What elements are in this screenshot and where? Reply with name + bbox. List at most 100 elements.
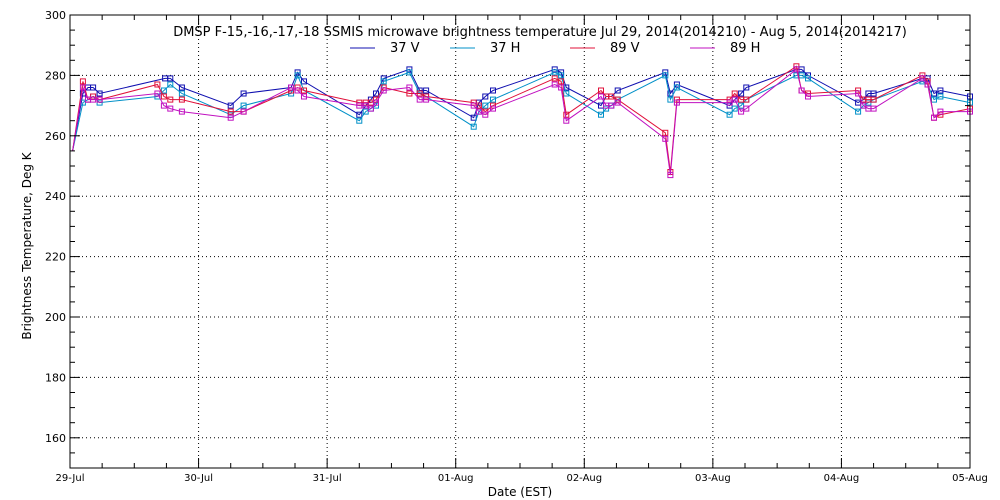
y-tick-label: 300 bbox=[45, 9, 66, 22]
data-point bbox=[870, 96, 877, 103]
data-point bbox=[178, 96, 185, 103]
data-point bbox=[870, 90, 877, 97]
data-point bbox=[470, 114, 477, 121]
data-point bbox=[667, 90, 674, 97]
data-point bbox=[931, 96, 937, 103]
x-tick-label: 02-Aug bbox=[566, 473, 602, 484]
data-point bbox=[380, 87, 387, 94]
data-point bbox=[662, 129, 669, 136]
series-group bbox=[72, 63, 973, 179]
data-point bbox=[423, 93, 430, 100]
data-point bbox=[79, 78, 86, 85]
data-point bbox=[406, 69, 413, 76]
series-37-v bbox=[72, 66, 973, 151]
data-point bbox=[301, 93, 307, 100]
data-point bbox=[563, 90, 570, 97]
data-point bbox=[167, 81, 174, 88]
data-point bbox=[673, 99, 680, 106]
series-line bbox=[72, 65, 971, 173]
series-line bbox=[72, 68, 971, 151]
legend-label: 37 V bbox=[390, 41, 420, 56]
data-point bbox=[558, 78, 565, 85]
x-axis-label: Date (EST) bbox=[488, 485, 552, 499]
data-point bbox=[551, 81, 558, 88]
data-point bbox=[482, 102, 489, 109]
y-tick-label: 180 bbox=[45, 371, 66, 384]
data-point bbox=[662, 135, 669, 142]
data-point bbox=[558, 84, 565, 91]
data-point bbox=[482, 93, 489, 100]
data-point bbox=[931, 114, 937, 121]
data-point bbox=[178, 90, 185, 97]
data-point bbox=[227, 108, 234, 115]
data-point bbox=[367, 105, 374, 112]
data-point bbox=[167, 105, 174, 112]
data-point bbox=[178, 84, 185, 91]
data-point bbox=[798, 72, 805, 79]
x-tick-label: 04-Aug bbox=[824, 473, 860, 484]
data-point bbox=[154, 90, 161, 97]
data-point bbox=[608, 102, 615, 109]
data-point bbox=[805, 93, 811, 100]
data-point bbox=[608, 93, 615, 100]
series-89-h bbox=[72, 66, 973, 179]
data-point bbox=[475, 108, 482, 115]
data-point bbox=[738, 90, 745, 97]
data-point bbox=[937, 108, 944, 115]
y-axis-label: Brightness Temperature, Deg K bbox=[20, 151, 34, 339]
data-point bbox=[240, 108, 247, 115]
data-point bbox=[870, 105, 877, 112]
y-tick-label: 200 bbox=[45, 311, 66, 324]
data-point bbox=[356, 102, 363, 109]
data-point bbox=[423, 96, 430, 103]
data-point bbox=[227, 114, 234, 121]
data-point bbox=[490, 105, 496, 112]
data-point bbox=[373, 90, 379, 97]
data-point bbox=[301, 78, 307, 85]
data-point bbox=[380, 78, 387, 85]
data-point bbox=[598, 111, 604, 118]
series-line bbox=[72, 71, 971, 152]
data-point bbox=[937, 93, 944, 100]
x-tick-label: 05-Aug bbox=[952, 473, 988, 484]
data-point bbox=[240, 102, 247, 109]
data-point bbox=[227, 102, 234, 109]
data-point bbox=[373, 99, 379, 106]
y-tick-label: 240 bbox=[45, 190, 66, 203]
data-point bbox=[743, 84, 750, 91]
series-line bbox=[72, 68, 970, 176]
data-point bbox=[96, 90, 103, 97]
data-point bbox=[598, 87, 604, 94]
y-tick-label: 260 bbox=[45, 130, 66, 143]
data-point bbox=[356, 111, 363, 118]
x-tick-label: 29-Jul bbox=[56, 473, 85, 484]
data-point bbox=[743, 96, 750, 103]
data-point bbox=[406, 84, 413, 91]
data-point bbox=[288, 84, 295, 91]
data-point bbox=[294, 87, 301, 94]
grid-lines bbox=[70, 15, 970, 468]
data-point bbox=[294, 72, 301, 79]
chart-title: DMSP F-15,-16,-17,-18 SSMIS microwave br… bbox=[173, 25, 907, 40]
y-tick-label: 160 bbox=[45, 432, 66, 445]
data-point bbox=[406, 90, 413, 97]
data-point bbox=[598, 93, 604, 100]
data-point bbox=[79, 84, 86, 91]
tick-labels: 160 180 200 220 240 260 280 300 29-Jul 30-Jul 31-J… bbox=[45, 9, 988, 484]
data-point bbox=[673, 84, 680, 91]
data-point bbox=[662, 72, 669, 79]
data-point bbox=[490, 87, 496, 94]
data-point bbox=[855, 90, 862, 97]
series-37-h bbox=[72, 69, 973, 152]
data-point bbox=[743, 105, 750, 112]
data-point bbox=[924, 81, 931, 88]
y-tick-label: 280 bbox=[45, 69, 66, 82]
data-point bbox=[167, 75, 174, 82]
data-point bbox=[167, 96, 174, 103]
legend-label: 37 H bbox=[490, 41, 520, 56]
data-point bbox=[470, 123, 477, 130]
data-point bbox=[178, 108, 185, 115]
data-point bbox=[731, 96, 738, 103]
data-point bbox=[160, 93, 167, 100]
